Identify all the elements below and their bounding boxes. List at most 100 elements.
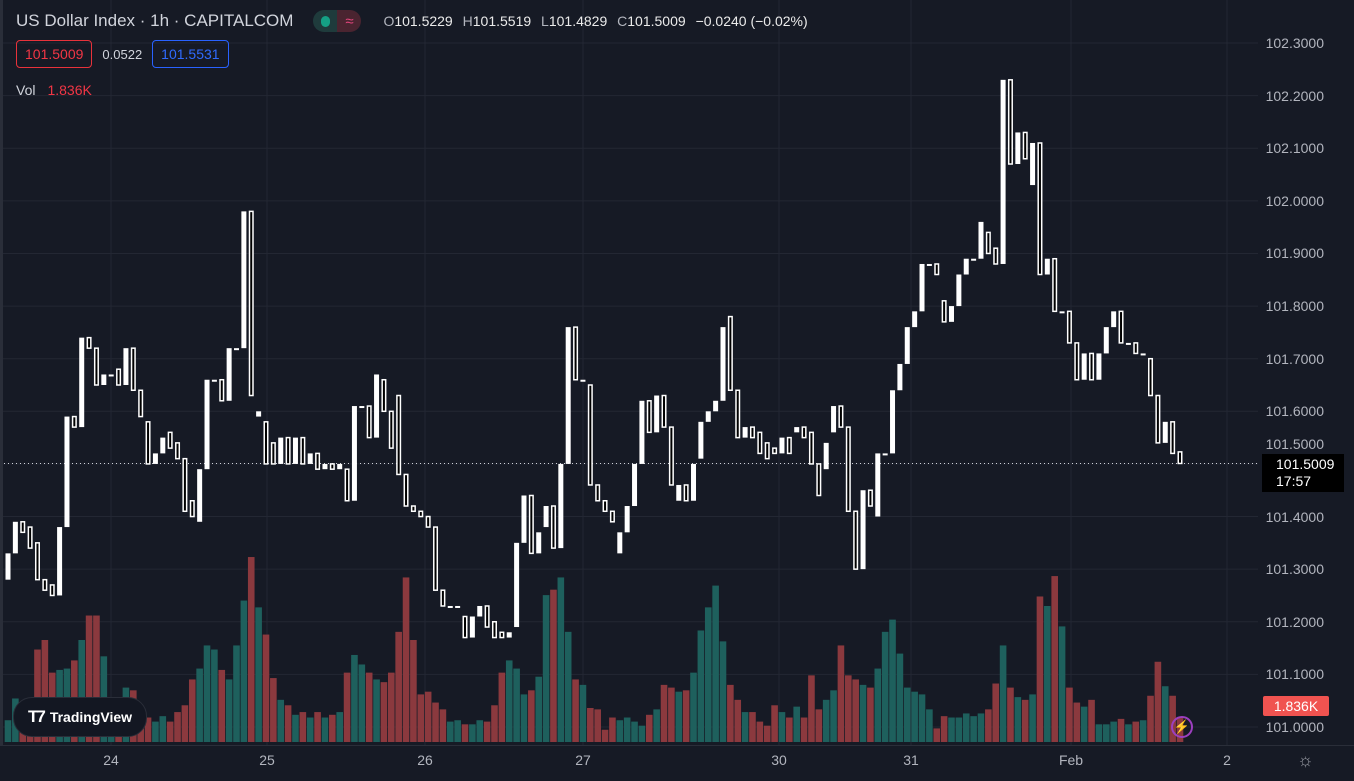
volume-bar-down (837, 645, 845, 742)
volume-bar-up (351, 654, 358, 742)
candle-down (550, 505, 556, 549)
candle-up (123, 348, 129, 385)
volume-bar-down (1036, 596, 1044, 742)
buy-button[interactable]: 101.5531 (152, 40, 229, 68)
candle-down (499, 631, 505, 639)
volume-bar-down (668, 687, 675, 742)
candle-up (543, 506, 549, 528)
volume-bar-down (808, 675, 815, 742)
candle-up (580, 379, 586, 382)
candle-down (1155, 394, 1161, 444)
candle-up (226, 348, 232, 401)
volume-bar-up (896, 653, 904, 742)
volume-bar-down (34, 649, 41, 742)
candle-up (351, 406, 357, 501)
volume-bar-down (800, 717, 808, 742)
settings-gear-icon[interactable]: ☼ (1297, 750, 1314, 770)
volume-bar-down (439, 709, 447, 742)
volume-bar-down (587, 708, 594, 742)
time-tick-label: 26 (417, 752, 433, 768)
candle-up (860, 490, 866, 570)
volume-bar-down (432, 702, 439, 742)
candle-up (337, 463, 343, 470)
time-tick-label: 30 (771, 752, 787, 768)
volume-bar-up (1102, 724, 1110, 742)
volume-bar-up (741, 712, 749, 742)
candle-up (971, 258, 977, 261)
volume-bar-up (653, 709, 660, 742)
candle-down (263, 421, 269, 465)
volume-bar-down (343, 672, 351, 742)
volume-bar-up (1029, 694, 1036, 742)
volume-bar-down (402, 577, 410, 742)
symbol-title[interactable]: US Dollar Index · 1h · CAPITALCOM (16, 11, 294, 30)
candle-up (632, 463, 638, 507)
candle-up (1140, 353, 1146, 356)
candle-down (248, 210, 254, 397)
candle-up (211, 379, 217, 382)
candle-up (241, 211, 247, 349)
candle-up (1162, 421, 1168, 443)
candle-up (698, 421, 704, 459)
volume-bar-up (557, 577, 565, 742)
volume-bar-up (977, 713, 985, 742)
volume-bar-up (1014, 697, 1022, 742)
sell-button[interactable]: 101.5009 (16, 40, 93, 68)
price-tick-label: 101.0000 (1265, 718, 1324, 735)
candle-up (374, 374, 380, 438)
candle-down (801, 426, 807, 439)
candle-down (595, 484, 601, 502)
volume-bar-up (911, 691, 918, 742)
candle-down (749, 426, 755, 439)
spread-value: 0.0522 (102, 46, 143, 62)
candle-up (691, 463, 697, 501)
candle-down (1170, 421, 1176, 455)
candle-up (705, 411, 711, 422)
volume-bar-up (535, 676, 543, 742)
volume-bar-down (786, 717, 793, 742)
candle-down (130, 347, 136, 392)
candle-up (12, 521, 18, 554)
open-value: 101.5229 (394, 13, 453, 29)
candle-down (816, 463, 822, 497)
chart-legend: US Dollar Index · 1h · CAPITALCOM ≈ O101… (16, 10, 814, 32)
candle-up (1096, 353, 1102, 380)
volume-bar-up (240, 600, 248, 742)
candle-down (182, 457, 188, 513)
volume-bar-up (616, 720, 624, 742)
last-price: 101.5009 (1276, 456, 1335, 472)
candle-down (42, 578, 48, 591)
candle-down (138, 389, 144, 418)
volume-bar-up (830, 690, 837, 742)
volume-bar-down (498, 672, 506, 742)
candle-down (727, 315, 733, 392)
candle-down (786, 436, 792, 455)
candle-down (145, 421, 151, 465)
volume-bar-up (1080, 706, 1088, 742)
price-tick-label: 101.3000 (1265, 561, 1324, 578)
volume-legend: Vol 1.836K (16, 82, 92, 98)
candle-down (602, 500, 608, 513)
volume-bar-down (845, 675, 852, 742)
candle-down (1022, 131, 1028, 160)
volume-bar-up (233, 645, 240, 742)
tradingview-logo[interactable]: T7 TradingView (13, 697, 147, 737)
low-value: 101.4829 (548, 13, 608, 29)
candle-up (234, 348, 240, 351)
candle-down (668, 426, 674, 486)
lightning-icon[interactable]: ⚡ (1171, 716, 1193, 738)
volume-bar-up (822, 699, 830, 742)
volume-bar-down (749, 712, 756, 742)
volume-bar-down (284, 705, 292, 742)
time-tick-label: 24 (103, 752, 119, 768)
volume-bar-up (373, 679, 380, 742)
volume-bar-down (85, 615, 93, 742)
candle-down (1089, 352, 1095, 381)
price-tick-label: 102.2000 (1265, 87, 1324, 104)
volume-bar-down (1021, 699, 1029, 742)
volume-bar-up (697, 630, 705, 742)
candle-up (639, 400, 645, 464)
volume-bar-up (196, 668, 203, 742)
market-status-toggle[interactable]: ≈ (313, 10, 362, 32)
